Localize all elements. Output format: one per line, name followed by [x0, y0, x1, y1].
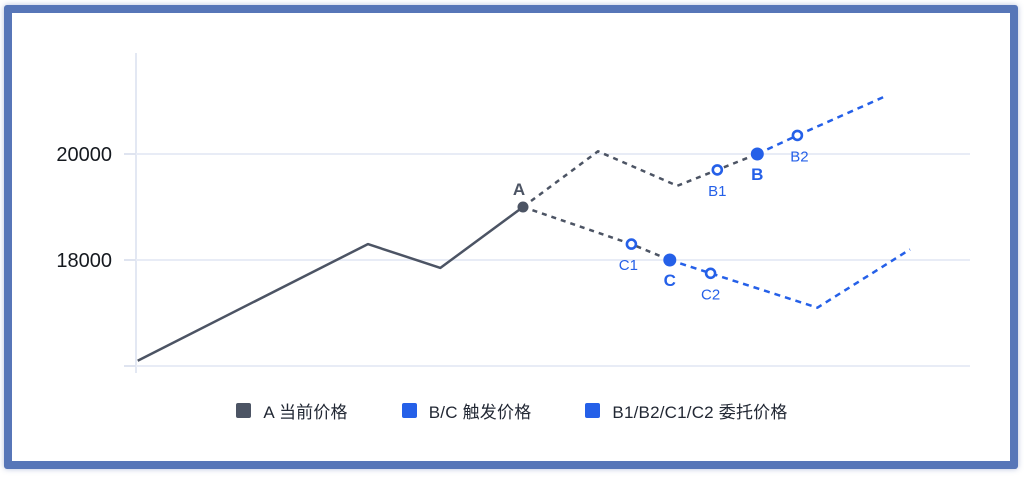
point-label-B1: B1 [708, 183, 726, 200]
marker-B1 [711, 164, 724, 176]
legend-item-order-price: B1/B2/C1/C2 委托价格 [585, 398, 787, 423]
legend-item-current-price: A 当前价格 [236, 398, 348, 423]
marker-C2 [704, 267, 717, 280]
legend-label-order-price: B1/B2/C1/C2 委托价格 [612, 403, 788, 422]
series-scenario-up-to-B [522, 150, 758, 209]
marker-C1 [625, 238, 638, 250]
point-label-C2: C2 [701, 286, 720, 303]
series-after-B-blue [756, 94, 888, 156]
point-label-B: B [751, 165, 763, 184]
legend-label-current-price: A 当前价格 [263, 403, 348, 422]
marker-A [517, 201, 529, 213]
y-tick-label-18000: 18000 [56, 250, 112, 272]
legend-label-trigger-price: B/C 触发价格 [428, 403, 532, 422]
series-scenario-down-to-C [522, 205, 671, 262]
point-label-C: C [664, 271, 676, 290]
marker-B2 [791, 129, 804, 142]
y-tick-label-20000: 20000 [56, 144, 112, 166]
point-label-C1: C1 [619, 257, 638, 274]
marker-C [663, 253, 677, 267]
legend-swatch-current-price [236, 403, 252, 418]
series-price-history-solid [137, 205, 524, 362]
marker-B [750, 147, 764, 161]
legend-swatch-trigger-price [401, 403, 417, 418]
chart-legend: A 当前价格 B/C 触发价格 B1/B2/C1/C2 委托价格 [12, 398, 1012, 423]
legend-item-trigger-price: B/C 触发价格 [401, 398, 532, 423]
chart-card [4, 5, 1018, 469]
legend-swatch-order-price [585, 403, 601, 418]
series-after-C-blue [669, 248, 911, 309]
point-label-B2: B2 [790, 148, 808, 165]
point-label-A: A [513, 180, 525, 199]
